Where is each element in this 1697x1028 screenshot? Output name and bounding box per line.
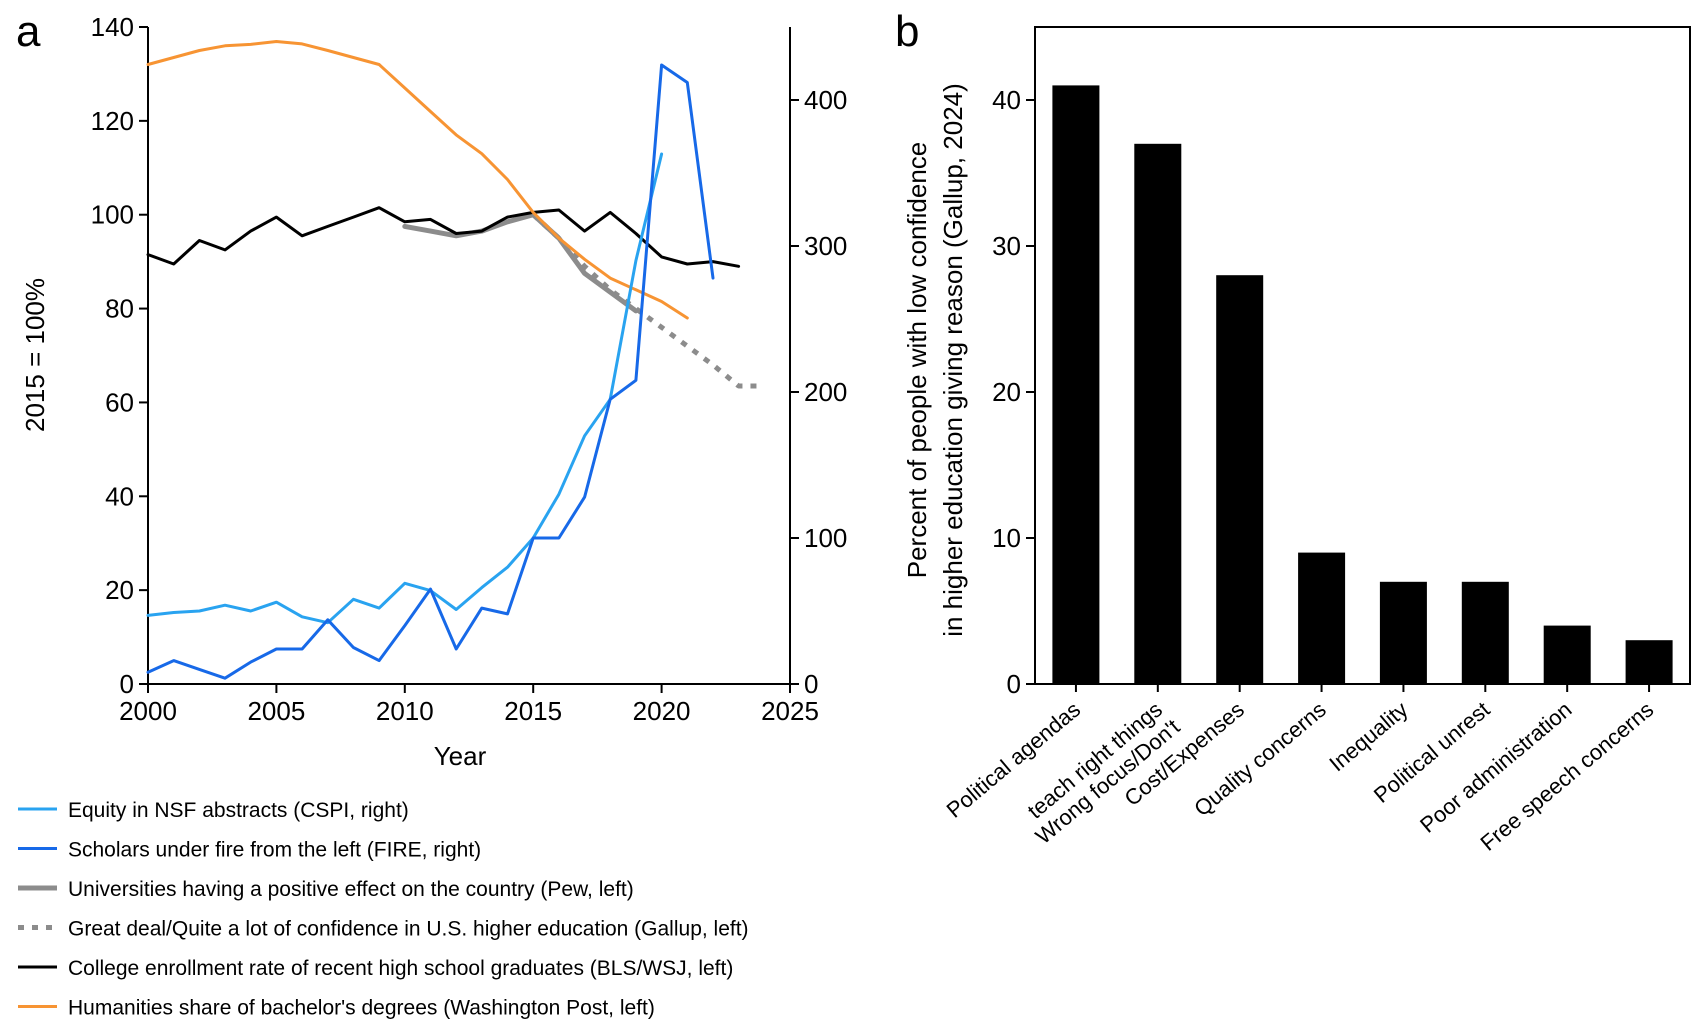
legend-label-4: College enrollment rate of recent high s… [68, 957, 733, 980]
bar-1 [1134, 143, 1182, 685]
right-y-tick-label: 100 [804, 523, 847, 553]
series-line-0 [146, 152, 664, 625]
x-tick-label: 2015 [504, 696, 562, 726]
bar-chart-ticks: 0 10 20 30 40 [992, 85, 1035, 699]
right-y-tick-label: 0 [804, 669, 818, 699]
legend-label-0: Equity in NSF abstracts (CSPI, right) [68, 799, 409, 822]
line-chart-panel: 2000 2005 2010 2015 2020 20250204060801001201… [20, 12, 847, 771]
right-y-tick-label: 300 [804, 231, 847, 261]
x-tick-label: 2000 [119, 696, 177, 726]
bar-y-tick-label: 10 [992, 523, 1021, 553]
x-tick-label: 2025 [761, 696, 819, 726]
left-y-tick-label: 80 [105, 294, 134, 324]
left-y-tick-label: 140 [91, 12, 134, 42]
legend-label-5: Humanities share of bachelor's degrees (… [68, 997, 655, 1020]
bar-0 [1052, 85, 1100, 684]
line-chart-axes [147, 27, 791, 685]
right-y-tick-label: 400 [804, 85, 847, 115]
left-y-tick-label: 40 [105, 481, 134, 511]
bar-chart-axes [1034, 26, 1691, 685]
bar-chart-bars [1052, 85, 1673, 685]
bar-y-axis-title-line2: in higher education giving reason (Gallu… [938, 83, 968, 637]
y-axis-title-left: 2015 = 100% [20, 278, 50, 432]
left-y-tick-label: 20 [105, 575, 134, 605]
bar-y-axis-title-line1: Percent of people with low confidence [902, 142, 932, 579]
x-tick-label: 2010 [376, 696, 434, 726]
bar-3 [1298, 552, 1346, 684]
x-axis-title: Year [434, 741, 487, 771]
legend-label-3: Great deal/Quite a lot of confidence in … [68, 918, 749, 941]
left-y-tick-label: 120 [91, 106, 134, 136]
bar-2 [1216, 275, 1264, 684]
bar-y-tick-label: 20 [992, 377, 1021, 407]
left-y-tick-label: 0 [120, 669, 134, 699]
series-line-3 [531, 212, 765, 389]
bar-5 [1461, 581, 1509, 684]
bar-plot-frame [1034, 26, 1691, 685]
x-tick-label: 2005 [247, 696, 305, 726]
bar-y-tick-label: 40 [992, 85, 1021, 115]
bar-6 [1543, 625, 1591, 684]
legend-label-2: Universities having a positive effect on… [68, 878, 634, 901]
left-y-tick-label: 60 [105, 387, 134, 417]
legend: Equity in NSF abstracts (CSPI, right) Sch… [18, 799, 749, 1020]
bar-y-tick-label: 0 [1007, 669, 1021, 699]
x-tick-label: 2020 [633, 696, 691, 726]
panel-letter-b: b [895, 7, 919, 56]
series-line-5 [146, 40, 689, 320]
panel-letter-a: a [16, 7, 41, 56]
left-y-tick-label: 100 [91, 200, 134, 230]
bar-y-tick-label: 30 [992, 231, 1021, 261]
category-label: Poor administration [1415, 697, 1576, 838]
series-line-2 [402, 212, 639, 314]
bar-4 [1379, 581, 1427, 684]
line-chart-ticks: 2000 2005 2010 2015 2020 20250204060801001201… [91, 12, 848, 726]
bar-7 [1625, 640, 1673, 684]
series-line-1 [146, 63, 715, 680]
legend-label-1: Scholars under fire from the left (FIRE,… [68, 839, 481, 862]
line-chart-series [146, 40, 765, 680]
right-y-tick-label: 200 [804, 377, 847, 407]
